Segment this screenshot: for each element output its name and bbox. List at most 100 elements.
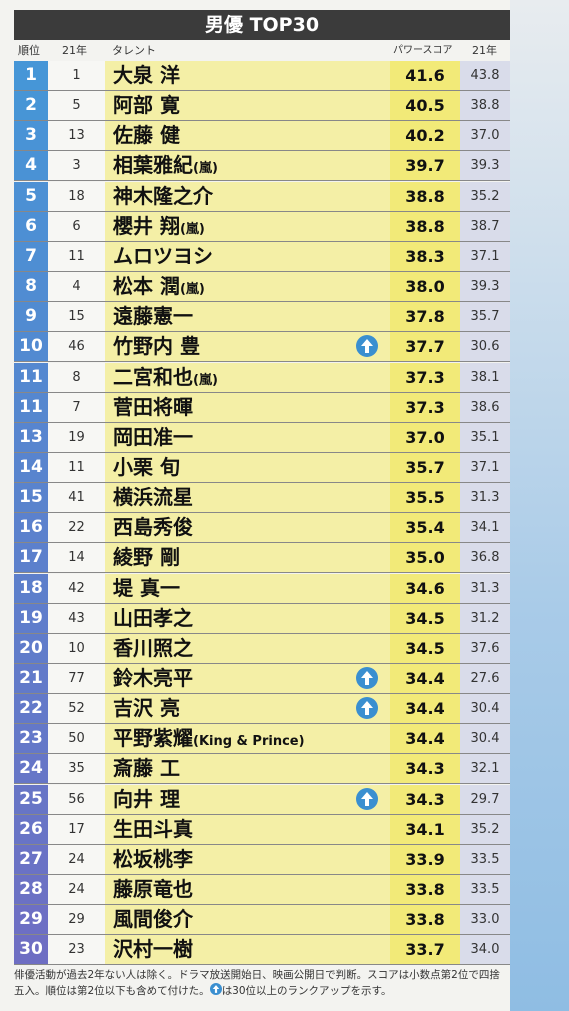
name-text: 佐藤 健 [113,123,180,148]
background-photo [510,0,569,1011]
prev-rank: 52 [48,694,105,724]
name: 小栗 旬 [105,452,390,482]
rank: 28 [14,875,48,905]
name: 横浜流星 [105,483,390,513]
name: 鈴木亮平 [105,664,390,693]
table-row: 7 11 ムロツヨシ 38.3 37.1 [14,241,510,272]
name-text: 山田孝之 [113,605,193,630]
title: 男優 TOP30 [14,10,510,40]
rank-up-icon [356,787,378,810]
name: 遠藤憲一 [105,302,390,332]
prev-rank: 11 [48,241,105,271]
table-row: 25 56 向井 理 34.3 29.7 [14,784,510,815]
score: 33.9 [390,844,460,874]
table-row: 28 24 藤原竜也 33.8 33.5 [14,875,510,906]
rank: 3 [14,121,48,151]
name-text: 斎藤 工 [113,756,180,781]
footer-note: 俳優活動が過去2年ない人は除く。ドラマ放送開始日、映画公開日で判断。スコアは小数… [14,969,500,997]
prev-rank: 6 [48,211,105,241]
table-row: 2 5 阿部 寛 40.5 38.8 [14,91,510,122]
rank: 19 [14,603,48,633]
rank-up-icon [356,335,378,358]
prev-score: 32.1 [460,754,510,784]
table-row: 22 52 吉沢 亮 34.4 30.4 [14,694,510,725]
rank-up-icon [356,667,378,689]
prev-rank: 4 [48,272,105,302]
prev-score: 43.8 [460,61,510,90]
name: 松本 潤(嵐) [105,272,390,302]
prev-score: 38.7 [460,211,510,241]
prev-score: 33.5 [460,875,510,905]
rank: 7 [14,241,48,271]
name: 山田孝之 [105,603,390,633]
prev-score: 33.5 [460,844,510,874]
score: 37.3 [390,392,460,422]
name-text: 藤原竜也 [113,877,193,902]
score: 34.3 [390,784,460,814]
table-row: 18 42 堤 真一 34.6 31.3 [14,573,510,604]
name: 沢村一樹 [105,935,390,965]
prev-score: 38.1 [460,362,510,392]
table-row: 11 8 二宮和也(嵐) 37.3 38.1 [14,362,510,393]
score: 34.5 [390,633,460,663]
score: 37.7 [390,332,460,362]
name-note: (嵐) [193,372,218,388]
name: 神木隆之介 [105,181,390,211]
table-row: 9 15 遠藤憲一 37.8 35.7 [14,302,510,333]
rank: 20 [14,633,48,663]
score: 37.3 [390,362,460,392]
prev-score: 35.2 [460,181,510,211]
name-text: 竹野内 豊 [113,334,200,359]
score: 34.4 [390,664,460,693]
footer-legend: は30位以上のランクアップを示す。 [221,985,392,997]
prev-rank: 11 [48,452,105,482]
rank: 23 [14,724,48,754]
rank: 16 [14,513,48,543]
name: 岡田准一 [105,422,390,452]
score: 40.2 [390,121,460,151]
prev-rank: 43 [48,603,105,633]
name-text: 沢村一樹 [113,937,193,962]
name-text: 平野紫耀 [113,726,193,751]
prev-rank: 13 [48,121,105,151]
name: 堤 真一 [105,573,390,603]
score: 35.7 [390,452,460,482]
name: 二宮和也(嵐) [105,362,390,392]
prev-score: 37.0 [460,121,510,151]
col-prev-score: 21年 [472,44,497,57]
prev-score: 30.4 [460,694,510,724]
prev-rank: 22 [48,513,105,543]
prev-rank: 10 [48,633,105,663]
name: 斎藤 工 [105,754,390,784]
table-row: 6 6 櫻井 翔(嵐) 38.8 38.7 [14,211,510,242]
rank-up-icon [356,697,378,720]
prev-rank: 19 [48,422,105,452]
rank: 22 [14,694,48,724]
prev-rank: 24 [48,844,105,874]
prev-score: 37.1 [460,241,510,271]
prev-rank: 35 [48,754,105,784]
score: 33.8 [390,905,460,935]
prev-score: 30.4 [460,724,510,754]
name: 吉沢 亮 [105,694,390,724]
prev-rank: 1 [48,61,105,90]
table-row: 10 46 竹野内 豊 37.7 30.6 [14,332,510,363]
prev-rank: 56 [48,784,105,814]
score: 34.5 [390,603,460,633]
score: 38.8 [390,211,460,241]
rank: 29 [14,905,48,935]
name: 菅田将暉 [105,392,390,422]
col-rank: 順位 [18,44,40,57]
prev-rank: 77 [48,664,105,693]
prev-score: 34.1 [460,513,510,543]
table-row: 29 29 風間俊介 33.8 33.0 [14,905,510,936]
score: 35.0 [390,543,460,573]
prev-rank: 8 [48,362,105,392]
col-name: タレント [112,44,156,57]
prev-score: 37.6 [460,633,510,663]
rank: 10 [14,332,48,362]
score: 35.4 [390,513,460,543]
name-note: (嵐) [179,282,205,298]
rank: 13 [14,422,48,452]
